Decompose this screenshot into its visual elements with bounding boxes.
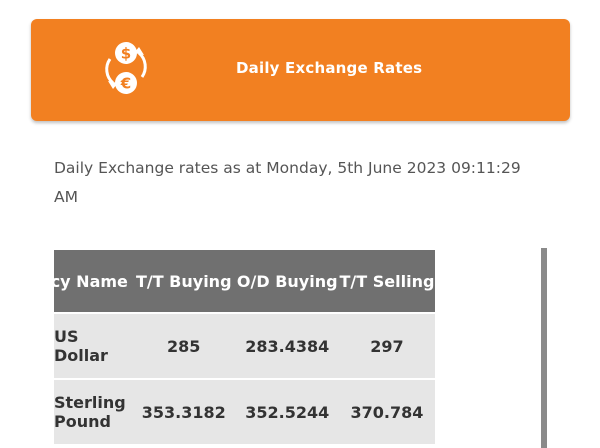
tt-selling-cell: 297: [338, 314, 435, 378]
svg-text:€: €: [120, 75, 131, 93]
column-header-tt-selling: T/T Selling: [338, 250, 435, 312]
rates-timestamp-text: Daily Exchange rates as at Monday, 5th J…: [54, 159, 521, 206]
currency-name-cell: Sterling Pound: [54, 380, 132, 444]
rates-table-container[interactable]: Currency Name T/T Buying O/D Buying T/T …: [54, 248, 541, 448]
currency-exchange-icon: $ €: [105, 42, 147, 94]
table-row: US Dollar 285 283.4384 297: [54, 314, 435, 378]
svg-text:$: $: [121, 45, 131, 63]
table-row: Sterling Pound 353.3182 352.5244 370.784: [54, 380, 435, 444]
od-buying-cell: 352.5244: [235, 380, 339, 444]
tt-buying-cell: 285: [131, 314, 236, 378]
table-scrollbar[interactable]: [541, 248, 547, 448]
header-banner: $ € Daily Exchange Rates: [31, 19, 570, 121]
tt-selling-cell: 370.784: [338, 380, 435, 444]
column-header-currency-name: Currency Name: [54, 250, 132, 312]
column-header-od-buying: O/D Buying: [235, 250, 339, 312]
page-title: Daily Exchange Rates: [236, 59, 423, 77]
tt-buying-cell: 353.3182: [131, 380, 236, 444]
table-header-row: Currency Name T/T Buying O/D Buying T/T …: [54, 250, 435, 312]
rates-table: Currency Name T/T Buying O/D Buying T/T …: [54, 248, 435, 446]
od-buying-cell: 283.4384: [235, 314, 339, 378]
currency-name-cell: US Dollar: [54, 314, 132, 378]
column-header-tt-buying: T/T Buying: [131, 250, 236, 312]
